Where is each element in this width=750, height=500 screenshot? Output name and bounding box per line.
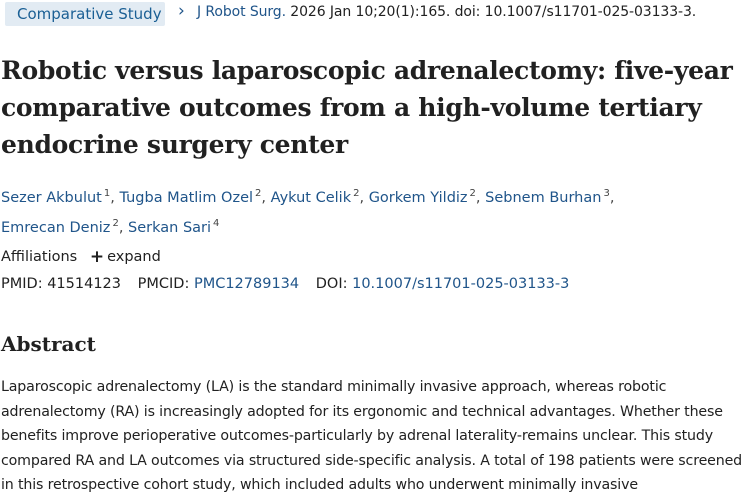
doi-label: DOI: xyxy=(315,276,348,292)
author-link[interactable]: Emrecan Deniz 2 xyxy=(1,218,119,236)
journal-link[interactable]: J Robot Surg. xyxy=(197,4,286,20)
affiliations-label: Affiliations xyxy=(1,249,78,265)
author-link[interactable]: Gorkem Yildiz 2 xyxy=(368,188,476,206)
affiliations-row: Affiliations + expand xyxy=(1,247,161,267)
citation-bar: Comparative Study › J Robot Surg. 2026 J… xyxy=(0,0,750,28)
affiliation-ref[interactable]: 1 xyxy=(103,188,111,199)
expand-label: expand xyxy=(107,249,161,265)
chevron-right-icon: › xyxy=(178,1,185,21)
article-type-label: Comparative Study xyxy=(17,5,162,23)
article-title: Robotic versus laparoscopic adrenalectom… xyxy=(1,56,733,159)
author-link[interactable]: Tugba Matlim Ozel 2 xyxy=(119,188,262,206)
identifiers-row: PMID: 41514123 PMCID: PMC12789134 DOI: 1… xyxy=(1,276,569,292)
pmid-value: 41514123 xyxy=(47,276,122,292)
affiliation-ref[interactable]: 2 xyxy=(469,188,476,199)
abstract-text: Laparoscopic adrenalectomy (LA) is the s… xyxy=(1,379,742,494)
pmcid-label: PMCID: xyxy=(137,276,190,292)
author-link[interactable]: Sebnem Burhan 3 xyxy=(485,188,610,206)
affiliation-ref[interactable]: 2 xyxy=(112,218,119,229)
expand-affiliations-button[interactable]: + expand xyxy=(82,247,161,267)
article-type-badge[interactable]: Comparative Study xyxy=(5,2,165,26)
doi-link[interactable]: 10.1007/s11701-025-03133-3 xyxy=(352,276,570,292)
author-link[interactable]: Serkan Sari 4 xyxy=(128,218,220,236)
citation-details: 2026 Jan 10;20(1):165. doi: 10.1007/s117… xyxy=(285,4,697,20)
affiliation-ref[interactable]: 2 xyxy=(255,188,262,199)
citation: J Robot Surg. 2026 Jan 10;20(1):165. doi… xyxy=(197,4,696,20)
affiliation-ref[interactable]: 2 xyxy=(353,188,360,199)
author-link[interactable]: Aykut Celik 2 xyxy=(270,188,360,206)
pmcid-link[interactable]: PMC12789134 xyxy=(193,276,300,292)
author-list: Sezer Akbulut 1, Tugba Matlim Ozel 2, Ayku… xyxy=(1,188,615,236)
pmid-label: PMID: xyxy=(1,276,43,292)
author-link[interactable]: Sezer Akbulut 1 xyxy=(1,188,111,206)
affiliation-ref[interactable]: 3 xyxy=(603,188,610,199)
affiliation-ref[interactable]: 4 xyxy=(213,218,220,229)
plus-icon: + xyxy=(89,247,105,267)
abstract-heading: Abstract xyxy=(1,332,96,356)
